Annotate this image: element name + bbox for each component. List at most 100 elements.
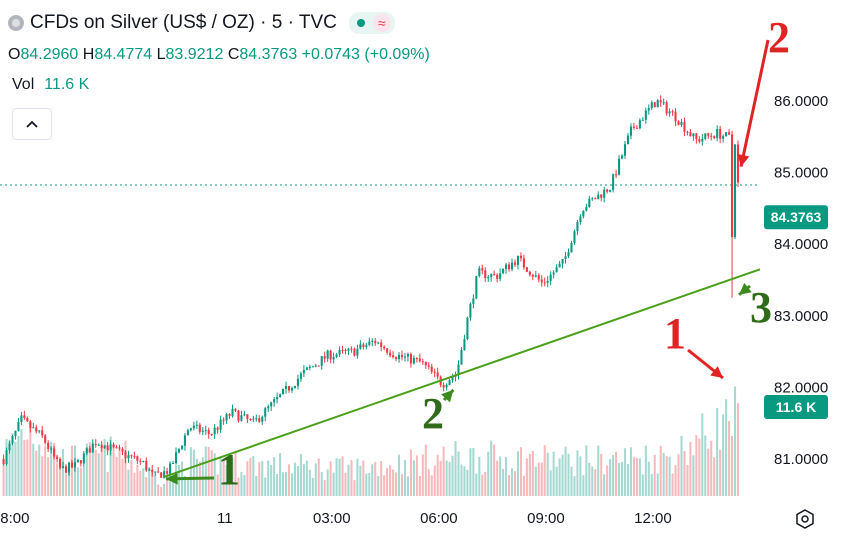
candle-body [722, 136, 725, 139]
volume-bar [82, 466, 85, 496]
candle-body [585, 207, 588, 211]
volume-bar [383, 475, 386, 496]
change-value: +0.0743 (+0.09%) [301, 46, 430, 63]
candle-body [204, 430, 207, 432]
volume-bar [731, 435, 734, 496]
candle-body [207, 430, 210, 434]
annotation-arrow-red-2-head [737, 154, 750, 167]
candle-body [41, 430, 44, 436]
volume-bar [704, 435, 707, 496]
volume-bar [41, 456, 44, 496]
volume-bar [665, 456, 668, 496]
volume-bar [332, 472, 335, 496]
candle-body [371, 340, 374, 342]
candle-body [29, 421, 32, 428]
market-status-pill[interactable]: ≈ [348, 12, 395, 34]
volume-bar [23, 439, 26, 496]
candle-body [618, 158, 621, 175]
candle-body [466, 317, 469, 340]
candle-body [64, 466, 68, 473]
candle-body [644, 110, 647, 120]
volume-bar [139, 470, 142, 496]
settings-gear-icon[interactable] [794, 508, 816, 530]
symbol-title[interactable]: CFDs on Silver (US$ / OZ) · 5 · TVC [30, 12, 337, 33]
candle-body [615, 174, 618, 176]
candle-body [261, 416, 264, 422]
volume-bar [112, 444, 115, 496]
volume-bar [653, 454, 656, 496]
candle-body [97, 444, 100, 446]
volume-bar [594, 469, 597, 496]
candle-body [38, 430, 41, 432]
low-key: L [156, 46, 166, 63]
volume-bar [255, 475, 258, 496]
volume-bar [424, 444, 427, 496]
volume-bar [207, 447, 210, 496]
candle-body [731, 134, 734, 238]
candle-body [445, 384, 448, 388]
volume-bar [522, 475, 525, 496]
volume-bar [329, 461, 332, 496]
volume-bar [323, 480, 326, 496]
candle-body [296, 378, 299, 386]
candle-body [412, 358, 415, 364]
candle-body [109, 444, 112, 451]
candle-body [442, 385, 445, 388]
candle-body [216, 427, 219, 430]
candle-body [686, 131, 689, 133]
volume-bar [234, 450, 237, 496]
candle-body [502, 268, 505, 274]
candle-body [623, 144, 627, 156]
y-tick-label: 81.0000 [774, 451, 828, 468]
volume-bar [228, 471, 231, 496]
collapse-legend-button[interactable] [12, 108, 52, 140]
candle-body [276, 397, 279, 400]
candle-body [531, 274, 534, 277]
volume-bar [285, 471, 288, 496]
candle-body [148, 469, 151, 471]
volume-bar [17, 435, 20, 496]
candle-body [659, 100, 662, 103]
volume-bar [216, 474, 219, 496]
trendline [163, 268, 761, 478]
candle-body [225, 414, 228, 421]
volume-bar [588, 462, 591, 496]
candle-body [103, 445, 106, 449]
candle-body [130, 455, 133, 457]
volume-bar [561, 454, 564, 496]
volume-bar [626, 464, 630, 496]
candle-body [252, 418, 255, 420]
volume-bar [448, 462, 451, 496]
volume-bar [338, 458, 341, 496]
volume-bar [389, 465, 392, 496]
volume-bar [525, 458, 528, 496]
candle-body [85, 448, 88, 454]
candle-body [603, 189, 606, 198]
volume-bar [656, 473, 659, 496]
volume-bar [293, 462, 296, 496]
volume-bar [296, 466, 299, 496]
candle-body [308, 366, 311, 368]
volume-bar [543, 445, 546, 496]
volume-bar [395, 472, 398, 496]
candle-body [600, 194, 603, 198]
volume-bar [356, 458, 359, 496]
volume-bar [59, 460, 62, 496]
candle-body [522, 258, 525, 268]
volume-bar [70, 445, 73, 496]
candle-body [418, 358, 421, 362]
candle-body [576, 221, 579, 232]
low-value: 83.9212 [165, 46, 224, 63]
volume-bar [585, 445, 588, 496]
volume-bar [148, 467, 151, 496]
candle-body [240, 415, 243, 421]
x-tick-label: 12:00 [634, 510, 672, 527]
high-value: 84.4774 [94, 46, 153, 63]
volume-bar [442, 446, 445, 496]
candle-body [195, 424, 198, 426]
candle-body [653, 102, 656, 108]
candle-body [632, 126, 635, 128]
candle-body [91, 443, 94, 453]
volume-bar [412, 460, 415, 496]
